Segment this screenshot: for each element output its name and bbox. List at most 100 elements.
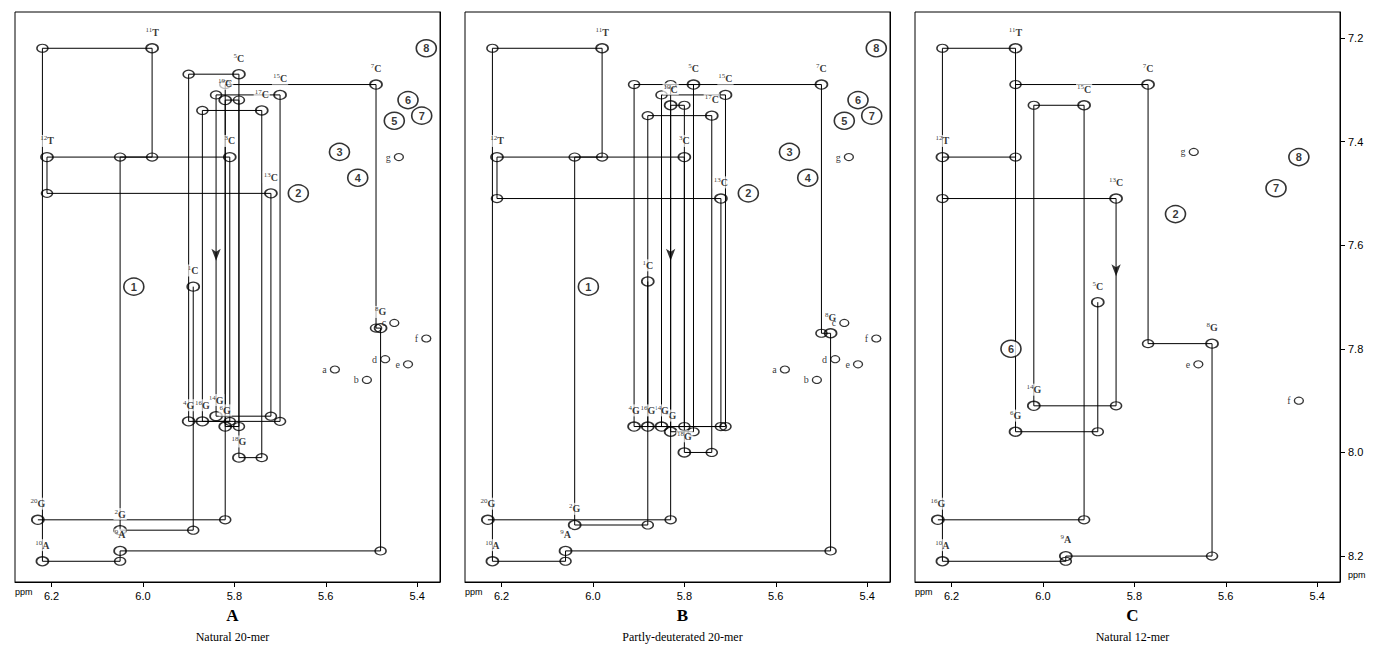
- svg-text:7.6: 7.6: [1348, 239, 1363, 251]
- svg-text:T: T: [1016, 27, 1023, 38]
- svg-text:G: G: [216, 395, 224, 406]
- svg-text:6.2: 6.2: [44, 590, 59, 602]
- svg-text:f: f: [415, 333, 419, 344]
- svg-text:C: C: [1146, 63, 1153, 74]
- svg-text:8: 8: [1296, 151, 1302, 163]
- svg-text:ppm: ppm: [1348, 570, 1366, 580]
- svg-text:ppm: ppm: [915, 587, 933, 597]
- svg-text:g: g: [386, 152, 391, 163]
- svg-text:C: C: [237, 53, 244, 64]
- svg-text:e: e: [845, 359, 850, 370]
- svg-text:1: 1: [131, 281, 137, 293]
- svg-text:a: a: [772, 364, 777, 375]
- svg-text:A: A: [564, 529, 572, 540]
- svg-text:C: C: [228, 135, 235, 146]
- svg-text:C: C: [271, 172, 278, 183]
- svg-text:2: 2: [295, 187, 301, 199]
- svg-text:A: A: [1064, 534, 1072, 545]
- svg-text:Partly-deuterated 20-mer: Partly-deuterated 20-mer: [622, 630, 742, 644]
- svg-text:C: C: [646, 260, 653, 271]
- svg-text:A: A: [118, 529, 126, 540]
- svg-text:C: C: [262, 89, 269, 100]
- svg-text:T: T: [497, 135, 504, 146]
- svg-text:G: G: [37, 498, 45, 509]
- svg-text:c: c: [382, 317, 387, 328]
- svg-text:T: T: [152, 27, 159, 38]
- svg-text:6.2: 6.2: [944, 590, 959, 602]
- svg-text:C: C: [1116, 177, 1123, 188]
- svg-text:C: C: [225, 78, 232, 89]
- svg-text:3: 3: [786, 146, 792, 158]
- svg-text:e: e: [395, 359, 400, 370]
- svg-text:8: 8: [873, 42, 879, 54]
- svg-text:G: G: [487, 498, 495, 509]
- svg-text:G: G: [1210, 322, 1218, 333]
- svg-text:f: f: [1287, 395, 1291, 406]
- svg-text:7: 7: [419, 110, 425, 122]
- svg-text:C: C: [1126, 606, 1138, 625]
- svg-text:5.4: 5.4: [410, 590, 425, 602]
- svg-text:5.6: 5.6: [768, 590, 783, 602]
- svg-text:6.0: 6.0: [585, 590, 600, 602]
- svg-text:d: d: [372, 354, 377, 365]
- svg-text:ppm: ppm: [465, 587, 483, 597]
- svg-text:3: 3: [336, 146, 342, 158]
- svg-text:7.2: 7.2: [1348, 32, 1363, 44]
- svg-text:G: G: [937, 498, 945, 509]
- svg-text:2: 2: [745, 187, 751, 199]
- svg-text:f: f: [865, 333, 869, 344]
- svg-text:g: g: [836, 152, 841, 163]
- svg-text:7.4: 7.4: [1348, 136, 1363, 148]
- svg-text:2: 2: [1172, 208, 1178, 220]
- svg-text:C: C: [671, 84, 678, 95]
- svg-text:G: G: [239, 436, 247, 447]
- svg-text:4: 4: [805, 172, 812, 184]
- svg-text:A: A: [942, 540, 950, 551]
- svg-text:G: G: [684, 431, 692, 442]
- svg-text:C: C: [1096, 281, 1103, 292]
- svg-text:8.2: 8.2: [1348, 550, 1363, 562]
- svg-text:C: C: [721, 177, 728, 188]
- svg-text:C: C: [374, 63, 381, 74]
- svg-text:8.0: 8.0: [1348, 446, 1363, 458]
- svg-text:C: C: [692, 63, 699, 74]
- svg-text:5.4: 5.4: [1310, 590, 1325, 602]
- svg-text:G: G: [202, 400, 210, 411]
- svg-text:5.8: 5.8: [677, 590, 692, 602]
- svg-text:C: C: [725, 73, 732, 84]
- svg-text:G: G: [573, 503, 581, 514]
- svg-text:ppm: ppm: [15, 587, 33, 597]
- svg-text:6: 6: [855, 94, 861, 106]
- svg-text:T: T: [943, 135, 950, 146]
- svg-text:G: G: [223, 405, 231, 416]
- svg-text:G: G: [632, 405, 640, 416]
- svg-text:Natural 20-mer: Natural 20-mer: [196, 630, 270, 644]
- svg-text:T: T: [47, 135, 54, 146]
- svg-text:G: G: [118, 509, 126, 520]
- svg-text:C: C: [1084, 84, 1091, 95]
- svg-text:5.8: 5.8: [1127, 590, 1142, 602]
- svg-text:G: G: [647, 405, 655, 416]
- svg-text:B: B: [677, 606, 688, 625]
- svg-text:d: d: [822, 354, 827, 365]
- svg-text:e: e: [1186, 359, 1191, 370]
- svg-text:T: T: [602, 27, 609, 38]
- svg-text:6: 6: [1008, 343, 1014, 355]
- svg-text:4: 4: [355, 172, 362, 184]
- svg-text:G: G: [1033, 384, 1041, 395]
- svg-text:c: c: [832, 317, 837, 328]
- svg-text:G: G: [1013, 410, 1021, 421]
- svg-text:G: G: [661, 405, 669, 416]
- svg-text:7: 7: [1273, 182, 1279, 194]
- svg-text:C: C: [820, 63, 827, 74]
- svg-text:6.0: 6.0: [135, 590, 150, 602]
- svg-text:5.4: 5.4: [860, 590, 875, 602]
- svg-text:6: 6: [405, 94, 411, 106]
- svg-text:G: G: [187, 400, 195, 411]
- svg-text:g: g: [1181, 146, 1186, 157]
- svg-text:b: b: [804, 374, 809, 385]
- svg-text:5: 5: [391, 115, 397, 127]
- svg-text:7: 7: [869, 110, 875, 122]
- svg-text:Natural 12-mer: Natural 12-mer: [1096, 630, 1170, 644]
- svg-text:C: C: [280, 73, 287, 84]
